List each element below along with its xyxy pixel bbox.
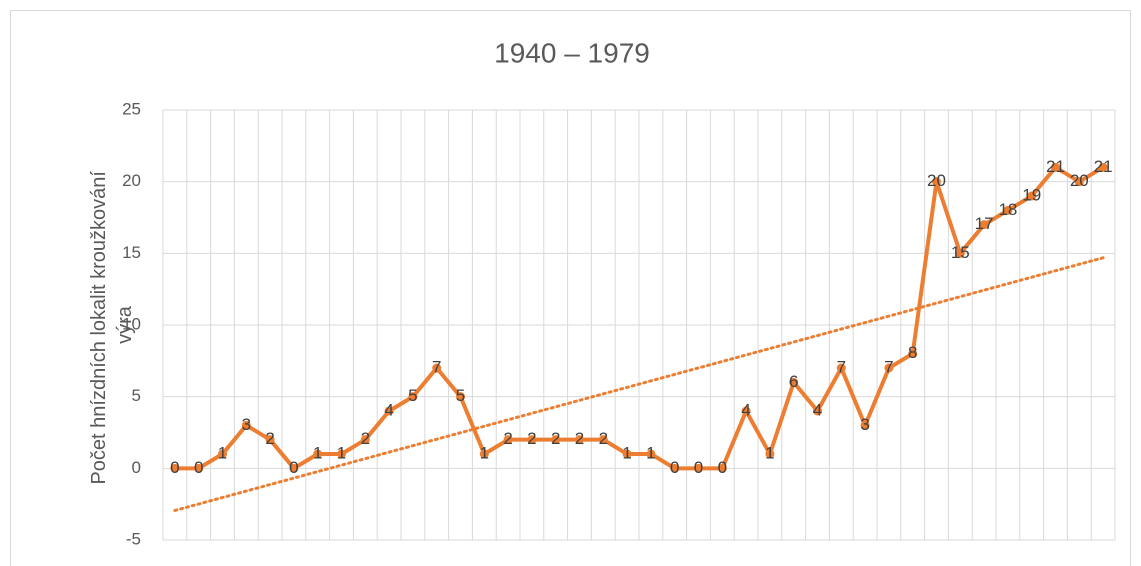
point — [241, 420, 251, 430]
data-label: 18 — [998, 200, 1017, 219]
point — [1098, 162, 1108, 172]
data-label: 0 — [694, 458, 703, 477]
point — [432, 363, 442, 373]
data-label: 0 — [670, 458, 679, 477]
y-tick-label: 25 — [122, 99, 141, 118]
y-tick-label: 5 — [132, 386, 141, 405]
data-label: 1 — [218, 443, 227, 462]
point — [908, 349, 918, 359]
point — [289, 463, 299, 473]
data-label: 7 — [432, 357, 441, 376]
point — [932, 177, 941, 187]
y-tick-label: 20 — [122, 171, 141, 190]
data-label: 8 — [908, 343, 917, 362]
point — [170, 463, 180, 473]
data-label: 2 — [551, 429, 560, 448]
point — [503, 435, 513, 445]
y-tick-label: -5 — [126, 529, 141, 548]
point — [622, 449, 632, 459]
point — [551, 435, 561, 445]
data-label: 2 — [361, 429, 370, 448]
data-label: 2 — [265, 429, 274, 448]
point — [765, 449, 775, 459]
point — [979, 220, 989, 230]
data-label: 21 — [1046, 157, 1065, 176]
point — [955, 248, 965, 258]
point — [360, 435, 370, 445]
chart-frame — [10, 10, 1131, 566]
data-label: 0 — [289, 458, 298, 477]
point — [1003, 205, 1013, 215]
data-label: 4 — [741, 400, 750, 419]
data-label: 2 — [527, 429, 536, 448]
data-label: 7 — [837, 357, 846, 376]
point — [527, 435, 537, 445]
point — [337, 449, 346, 459]
data-label: 1 — [337, 443, 346, 462]
chart-title: 1940 – 1979 — [494, 37, 650, 68]
data-label: 5 — [408, 386, 417, 405]
data-label: 2 — [503, 429, 512, 448]
data-label: 7 — [884, 357, 893, 376]
point — [813, 406, 822, 416]
data-label: 1 — [622, 443, 631, 462]
data-label: 3 — [242, 415, 251, 434]
point — [717, 463, 727, 473]
point — [836, 363, 846, 373]
data-label: 2 — [599, 429, 608, 448]
data-label: 19 — [1022, 185, 1041, 204]
point — [860, 420, 870, 430]
trendline — [173, 256, 1105, 512]
point — [265, 435, 275, 445]
point — [194, 463, 204, 473]
data-label: 4 — [384, 400, 393, 419]
data-label: 21 — [1094, 157, 1113, 176]
data-label: 17 — [975, 214, 994, 233]
data-label: 2 — [575, 429, 584, 448]
data-label: 1 — [646, 443, 655, 462]
point — [313, 449, 323, 459]
point — [694, 463, 703, 473]
data-label: 5 — [456, 386, 465, 405]
point — [1051, 162, 1060, 172]
data-label: 20 — [927, 171, 946, 190]
point — [1074, 177, 1084, 187]
y-tick-label: 0 — [132, 458, 141, 477]
point — [670, 463, 680, 473]
data-label: 1 — [765, 443, 774, 462]
point — [408, 392, 418, 402]
point — [479, 449, 489, 459]
y-tick-label: 10 — [122, 314, 141, 333]
point — [218, 449, 227, 459]
point — [1027, 191, 1037, 201]
point — [384, 406, 394, 416]
data-label: 1 — [313, 443, 322, 462]
point — [598, 435, 608, 445]
data-label: 15 — [951, 243, 970, 262]
y-axis-label: Počet hnízdních lokalit kroužkování výra — [88, 165, 136, 484]
point — [789, 377, 799, 387]
data-label: 20 — [1070, 171, 1089, 190]
point — [741, 406, 751, 416]
data-label: 6 — [789, 372, 798, 391]
y-label-line: Počet hnízdních lokalit kroužkování — [88, 165, 110, 484]
data-label: 4 — [813, 400, 822, 419]
data-label: 0 — [170, 458, 179, 477]
y-label-line: výra — [114, 305, 136, 344]
series-line — [174, 165, 1105, 471]
data-label: 0 — [718, 458, 727, 477]
data-label: 1 — [480, 443, 489, 462]
point — [884, 363, 894, 373]
data-label: 0 — [194, 458, 203, 477]
point — [456, 392, 465, 402]
point — [575, 435, 584, 445]
data-label: 3 — [860, 415, 869, 434]
point — [646, 449, 656, 459]
y-tick-label: 15 — [122, 243, 141, 262]
